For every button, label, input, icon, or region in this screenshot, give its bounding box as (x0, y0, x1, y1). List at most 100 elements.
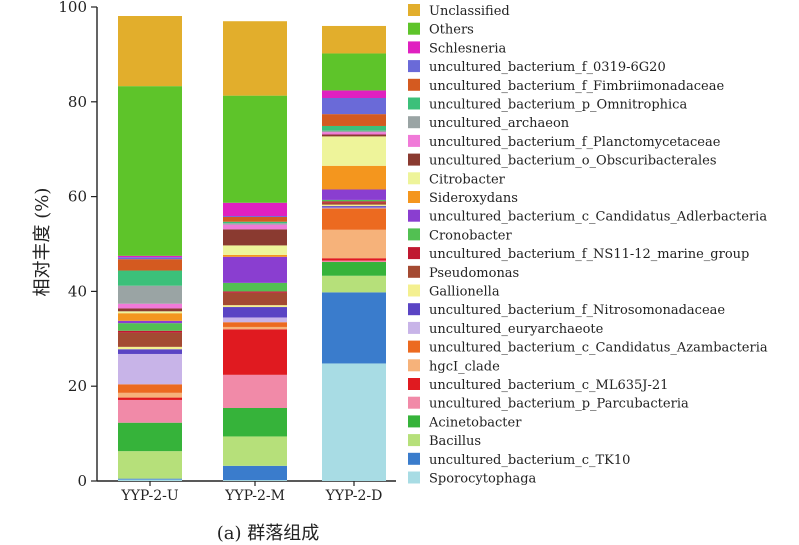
bar-segment (223, 221, 287, 224)
legend-swatch (408, 4, 420, 16)
bar-segment (322, 262, 386, 276)
bar-segment (322, 25, 386, 54)
bar-segment (223, 329, 287, 375)
legend-label: uncultured_archaeon (429, 116, 570, 131)
bar-segment (118, 285, 182, 304)
bar-segment (322, 53, 386, 91)
legend-label: uncultured_bacterium_f_Nitrosomonadaceae (429, 303, 725, 318)
bar-segment (223, 408, 287, 437)
legend-swatch (408, 116, 420, 129)
legend-label: Sideroxydans (429, 191, 518, 206)
bar-segment (223, 254, 287, 257)
legend-label: uncultured_bacterium_p_Parcubacteria (429, 397, 689, 412)
bars (118, 16, 386, 481)
bar-segment (322, 134, 386, 137)
y-tick-label: 60 (68, 188, 87, 206)
bar-segment (223, 465, 287, 481)
legend-label: Citrobacter (429, 172, 506, 187)
bar-segment (223, 223, 287, 225)
legend-label: uncultured_bacterium_o_Obscuribacterales (429, 154, 717, 169)
legend-label: Sporocytophaga (429, 472, 537, 487)
legend-swatch (408, 247, 420, 260)
legend-swatch (408, 134, 420, 147)
bar-segment (322, 132, 386, 135)
figure-caption: (a) 群落组成 (217, 523, 320, 544)
x-tick-label: YYP-2-D (325, 488, 383, 504)
legend-label: Others (429, 23, 474, 38)
bar-segment (322, 229, 386, 259)
legend-swatch (408, 378, 420, 390)
bar-segment (322, 363, 386, 481)
bar-segment (223, 21, 287, 96)
bar-segment (322, 125, 386, 131)
legend-swatch (408, 340, 420, 353)
axes: 0 20 40 60 80 100 YYP-2-U YYP-2-M YYP-2-D (58, 0, 396, 504)
bar-segment (223, 326, 287, 330)
bar-segment (118, 399, 182, 423)
bar-segment (118, 384, 182, 393)
bar-segment (223, 229, 287, 246)
bar-segment (118, 86, 182, 256)
legend-label: uncultured_bacterium_c_Candidatus_Adlerb… (429, 210, 767, 225)
legend-label: Bacillus (429, 434, 481, 449)
bar-segment (223, 224, 287, 230)
bar-segment (223, 305, 287, 308)
legend-swatch (408, 172, 420, 185)
bar-segment (118, 349, 182, 354)
y-tick-label: 40 (68, 282, 87, 300)
bar-segment (118, 320, 182, 324)
bar-segment (223, 216, 287, 217)
bar-segment (118, 478, 182, 480)
bar-segment (118, 479, 182, 481)
legend-label: Pseudomonas (429, 266, 519, 281)
bar-segment (118, 346, 182, 350)
legend-label: Gallionella (429, 285, 500, 300)
legend-label: uncultured_bacterium_c_ML635J-21 (429, 378, 668, 393)
y-tick-label: 100 (58, 0, 87, 16)
y-axis-label: 相对丰度 (%) (32, 188, 53, 297)
legend-swatch (408, 396, 420, 409)
bar-segment (118, 308, 182, 312)
legend-swatch (408, 452, 420, 465)
bar-segment (223, 436, 287, 466)
bar-segment (223, 256, 287, 283)
legend-swatch (408, 228, 420, 241)
bar-segment (118, 16, 182, 87)
bar-segment (118, 270, 182, 286)
bar-segment (118, 303, 182, 309)
bar-segment (322, 130, 386, 133)
bar-segment (118, 259, 182, 271)
bar-segment (118, 255, 182, 258)
legend-swatch (408, 471, 420, 484)
legend-swatch (408, 359, 420, 372)
bar-segment (223, 317, 287, 323)
legend-swatch (408, 303, 420, 316)
bar-segment (118, 323, 182, 331)
bar-segment (322, 202, 386, 205)
legend-swatch (408, 97, 420, 110)
legend-swatch (408, 321, 420, 334)
bar-segment (118, 330, 182, 333)
bar-segment (223, 282, 287, 292)
bar-segment (118, 422, 182, 452)
bar-segment (322, 90, 386, 99)
legend-swatch (408, 191, 420, 203)
bar-segment (118, 451, 182, 479)
bar-segment (322, 292, 386, 364)
bar-segment (118, 397, 182, 400)
legend-label: Cronobacter (429, 228, 512, 243)
y-tick-label: 80 (68, 93, 87, 111)
x-tick-label: YYP-2-U (120, 488, 179, 504)
legend-label: uncultured_bacterium_f_Fimbriimonadaceae (429, 79, 724, 94)
legend-label: Acinetobacter (428, 415, 522, 430)
bar-segment (322, 165, 386, 190)
legend-label: uncultured_bacterium_f_0319-6G20 (429, 60, 666, 75)
legend-swatch (408, 60, 420, 73)
legend: Unclassified Others Schlesneria uncultured_… (408, 4, 768, 487)
bar-segment (322, 114, 386, 126)
bar-segment (322, 189, 386, 200)
legend-label: Schlesneria (429, 41, 507, 56)
bar-segment (223, 292, 287, 306)
legend-label: hgcI_clade (429, 359, 500, 374)
